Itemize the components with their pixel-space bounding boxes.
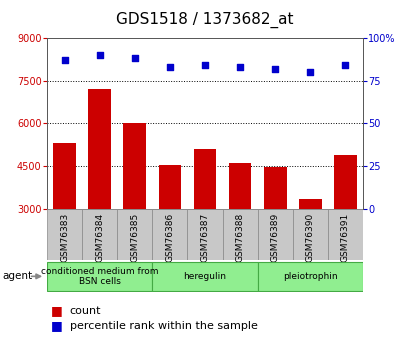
Point bbox=[306, 69, 313, 75]
Point bbox=[166, 64, 173, 70]
Text: GSM76390: GSM76390 bbox=[305, 213, 314, 262]
Text: GSM76385: GSM76385 bbox=[130, 213, 139, 262]
Bar bbox=[257, 209, 292, 260]
Point bbox=[271, 66, 278, 71]
Point bbox=[341, 62, 348, 68]
Bar bbox=[53, 143, 76, 209]
Text: GDS1518 / 1373682_at: GDS1518 / 1373682_at bbox=[116, 12, 293, 28]
Text: GSM76386: GSM76386 bbox=[165, 213, 174, 262]
Text: conditioned medium from
BSN cells: conditioned medium from BSN cells bbox=[41, 267, 158, 286]
Point bbox=[236, 64, 243, 70]
Text: GSM76384: GSM76384 bbox=[95, 213, 104, 262]
Text: GSM76391: GSM76391 bbox=[340, 213, 349, 262]
Bar bbox=[152, 262, 257, 291]
Bar bbox=[158, 165, 181, 209]
Text: count: count bbox=[70, 306, 101, 315]
Text: ■: ■ bbox=[51, 304, 63, 317]
Text: ■: ■ bbox=[51, 319, 63, 333]
Bar bbox=[47, 262, 152, 291]
Bar bbox=[187, 209, 222, 260]
Bar bbox=[47, 209, 82, 260]
Text: pleiotrophin: pleiotrophin bbox=[282, 272, 337, 281]
Point bbox=[61, 57, 68, 63]
Text: GSM76389: GSM76389 bbox=[270, 213, 279, 262]
Bar bbox=[123, 123, 146, 209]
Point bbox=[131, 56, 138, 61]
Bar bbox=[298, 199, 321, 209]
Point bbox=[201, 62, 208, 68]
Point bbox=[96, 52, 103, 58]
Bar bbox=[82, 209, 117, 260]
Text: agent: agent bbox=[2, 272, 32, 281]
Bar bbox=[88, 89, 111, 209]
Bar bbox=[292, 209, 327, 260]
Bar bbox=[193, 149, 216, 209]
Bar bbox=[228, 163, 251, 209]
Text: percentile rank within the sample: percentile rank within the sample bbox=[70, 321, 257, 331]
Bar bbox=[263, 167, 286, 209]
Text: heregulin: heregulin bbox=[183, 272, 226, 281]
Text: GSM76383: GSM76383 bbox=[60, 213, 69, 262]
Bar bbox=[117, 209, 152, 260]
Bar bbox=[333, 155, 356, 209]
Bar bbox=[152, 209, 187, 260]
Bar bbox=[257, 262, 362, 291]
Bar bbox=[327, 209, 362, 260]
Text: GSM76388: GSM76388 bbox=[235, 213, 244, 262]
Bar bbox=[222, 209, 257, 260]
Text: GSM76387: GSM76387 bbox=[200, 213, 209, 262]
